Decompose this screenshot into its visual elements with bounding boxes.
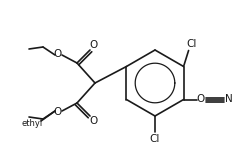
Text: O: O [54,49,62,59]
Text: O: O [54,107,62,117]
Text: Cl: Cl [186,38,197,48]
Text: Cl: Cl [150,134,160,144]
Text: O: O [90,116,98,126]
Text: O: O [196,95,205,104]
Text: ethyl: ethyl [21,119,43,128]
Text: N: N [225,95,233,104]
Text: O: O [90,40,98,50]
